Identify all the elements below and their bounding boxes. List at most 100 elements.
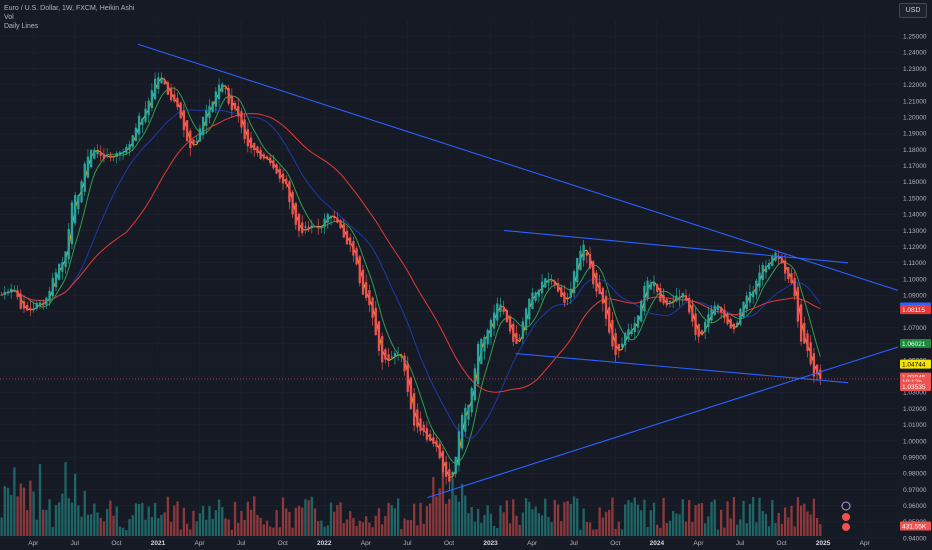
candle-body (134, 127, 138, 142)
volume-bar (358, 520, 361, 536)
volume-bar (243, 519, 246, 536)
candle-body (537, 289, 541, 297)
flag-icon[interactable] (842, 513, 850, 521)
volume-bar (787, 517, 790, 536)
candle-body (22, 301, 26, 309)
candle-body (617, 343, 620, 351)
trend-lines[interactable] (137, 43, 899, 499)
candle-body (451, 472, 454, 476)
candle-body (614, 333, 617, 355)
volume-bar (416, 525, 419, 536)
volume-bar (86, 514, 90, 536)
volume-bar (176, 501, 179, 536)
candle-body (365, 282, 368, 299)
volume-bar (579, 529, 582, 536)
daily-lines-indicator-label[interactable]: Daily Lines (4, 23, 39, 30)
candle-body (368, 290, 371, 306)
time-tick-label: Apr (194, 540, 205, 547)
trend-line[interactable] (503, 229, 849, 264)
candle-body (780, 258, 784, 263)
volume-bar (505, 500, 509, 536)
candle-body (745, 295, 748, 310)
volume-bar (307, 500, 310, 536)
candle-body (547, 279, 550, 283)
volume-bar (598, 507, 601, 536)
trend-line[interactable] (515, 352, 849, 384)
candle-body (457, 431, 461, 466)
candle-body (662, 294, 665, 304)
candle-body (83, 163, 86, 192)
volume-bar (758, 497, 761, 536)
candle-body (624, 332, 627, 346)
candle-body (704, 321, 707, 332)
candle-body (787, 266, 790, 280)
volume-bar (425, 506, 429, 536)
volume-bar (137, 503, 141, 536)
candle-body (611, 320, 614, 347)
price-tick-label: 1.10000 (903, 276, 927, 283)
candle-body (3, 291, 6, 295)
volume-bar (790, 505, 793, 536)
candle-body (716, 305, 720, 311)
volume-bar (237, 522, 240, 536)
time-tick-label: Oct (444, 540, 454, 547)
indicator-icons[interactable] (841, 501, 851, 531)
candle-body (166, 82, 170, 95)
candle-body (751, 291, 755, 298)
volume-bar (627, 500, 630, 536)
candle-body (118, 152, 122, 155)
candle-body (406, 363, 409, 392)
volume-bar (99, 517, 102, 536)
symbol-title[interactable]: Euro / U.S. Dollar, 1W, FXCM, Heikin Ash… (4, 5, 135, 12)
volume-bar (365, 516, 368, 536)
candle-body (6, 291, 10, 294)
candle-body (192, 139, 195, 145)
candle-body (278, 168, 281, 179)
volume-bar (723, 527, 726, 536)
flag-icon[interactable] (842, 523, 850, 531)
volume-bar (771, 500, 774, 536)
price-tick-label: 1.23000 (903, 66, 927, 73)
volume-bar (304, 499, 307, 536)
volume-bar (476, 508, 480, 536)
volume-bar (454, 495, 457, 536)
candle-body (659, 288, 662, 302)
candle-body (432, 437, 435, 444)
volume-bar (652, 502, 656, 536)
candle-body (713, 305, 716, 315)
volume-bar (384, 515, 387, 536)
volume-tag-text: 431.55K (902, 523, 927, 530)
time-tick-label: 2024 (650, 540, 665, 547)
volume-bar (80, 516, 83, 536)
indicator-icon[interactable] (841, 501, 851, 511)
volume-bar (58, 502, 61, 536)
price-tick-label: 1.21000 (903, 98, 927, 105)
price-tick-label: 1.11000 (903, 260, 926, 267)
candle-body (544, 278, 547, 288)
candle-body (656, 284, 659, 292)
candle-body (633, 322, 636, 333)
candle-body (358, 256, 361, 284)
volume-bar (109, 500, 112, 536)
volume-bar (275, 509, 278, 536)
volume-bar (486, 505, 489, 536)
candle-body (384, 349, 387, 360)
trend-line[interactable] (137, 43, 899, 291)
volume-indicator-label[interactable]: Vol (4, 14, 14, 21)
trend-line[interactable] (427, 346, 899, 499)
heikin-ashi-candles (0, 72, 822, 490)
volume-bar (201, 505, 205, 536)
price-tag-bg (900, 338, 931, 348)
volume-bar (317, 521, 320, 536)
volume-bar (537, 513, 541, 536)
time-tick-label: Jul (570, 540, 579, 547)
volume-bar (269, 526, 272, 536)
currency-button[interactable]: USD (899, 3, 927, 18)
volume-bar (412, 503, 416, 536)
candle-body (208, 105, 211, 119)
candle-body (240, 111, 243, 128)
time-axis[interactable]: Apr Jul Oct 2021 Apr Jul Oct 2022 Apr Jul Oct 2023 A… (28, 540, 870, 547)
volume-bar (61, 493, 64, 536)
candle-body (99, 152, 102, 156)
